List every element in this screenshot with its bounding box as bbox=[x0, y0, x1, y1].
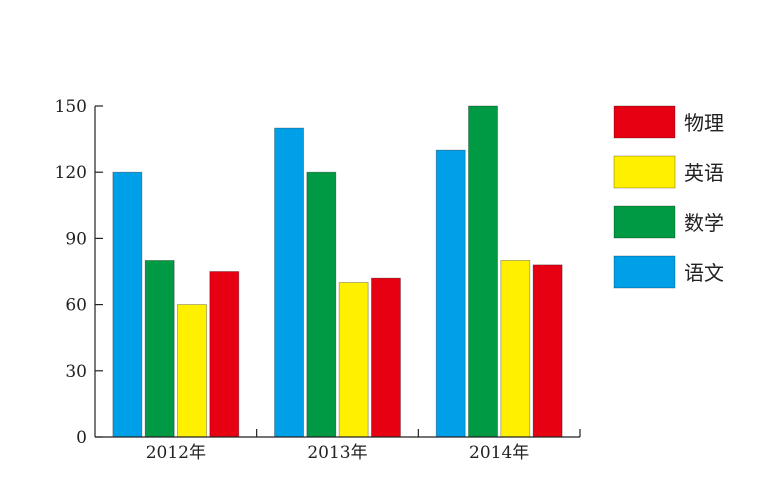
legend-swatch-语文 bbox=[613, 255, 676, 289]
bar-数学-2013年 bbox=[306, 171, 337, 438]
y-tick-label: 60 bbox=[65, 296, 87, 316]
axes-group bbox=[94, 106, 580, 438]
x-tick-label: 2014年 bbox=[469, 443, 529, 463]
bar-英语-2012年 bbox=[177, 304, 207, 438]
bar-物理-2014年 bbox=[532, 264, 563, 438]
bar-物理-2013年 bbox=[371, 277, 401, 438]
legend-label-英语: 英语 bbox=[684, 161, 724, 185]
y-ticks-group: 0 30 60 90 120 150 bbox=[55, 97, 103, 448]
legend-swatch-物理 bbox=[613, 105, 676, 139]
y-tick-label: 90 bbox=[65, 229, 87, 249]
bar-英语-2013年 bbox=[338, 282, 369, 438]
bar-物理-2012年 bbox=[209, 271, 240, 438]
bar-语文-2013年 bbox=[274, 127, 304, 438]
y-tick-label: 0 bbox=[76, 428, 87, 448]
legend-label-物理: 物理 bbox=[684, 111, 724, 135]
x-ticks-group: 2012年 2013年 2014年 bbox=[146, 429, 581, 463]
bar-数学-2014年 bbox=[468, 105, 498, 438]
legend-swatch-数学 bbox=[613, 205, 676, 239]
bar-英语-2014年 bbox=[500, 260, 531, 438]
x-tick-label: 2012年 bbox=[146, 443, 206, 463]
y-tick-label: 30 bbox=[65, 362, 87, 382]
bar-语文-2014年 bbox=[435, 149, 466, 438]
bars-group bbox=[112, 105, 563, 438]
legend-swatch-英语 bbox=[613, 155, 676, 189]
bar-语文-2012年 bbox=[112, 171, 143, 438]
legend-label-语文: 语文 bbox=[684, 261, 724, 285]
x-tick-label: 2013年 bbox=[307, 443, 367, 463]
bar-数学-2012年 bbox=[144, 260, 175, 438]
y-tick-label: 150 bbox=[55, 97, 87, 117]
y-tick-label: 120 bbox=[55, 163, 87, 183]
legend-label-数学: 数学 bbox=[684, 211, 724, 235]
